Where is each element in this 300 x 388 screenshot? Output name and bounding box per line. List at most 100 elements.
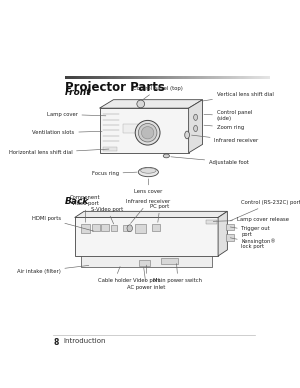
Bar <box>135 76 137 79</box>
Ellipse shape <box>127 225 132 232</box>
Bar <box>92 76 94 79</box>
Bar <box>232 76 234 79</box>
Bar <box>150 76 152 79</box>
Bar <box>189 76 190 79</box>
Bar <box>148 76 149 79</box>
Bar <box>246 76 247 79</box>
Polygon shape <box>189 100 202 153</box>
Text: Control panel (top): Control panel (top) <box>133 86 183 99</box>
Bar <box>239 76 241 79</box>
Text: Front: Front <box>64 88 91 97</box>
Bar <box>206 220 217 224</box>
Bar <box>205 76 206 79</box>
Bar <box>94 76 96 79</box>
Bar <box>262 76 263 79</box>
Bar <box>103 147 117 151</box>
Bar <box>188 76 189 79</box>
Bar <box>260 76 261 79</box>
Text: Lens cover: Lens cover <box>134 179 163 194</box>
Bar <box>242 76 243 79</box>
Bar <box>68 76 70 79</box>
Text: Control panel
(side): Control panel (side) <box>204 111 252 121</box>
Bar <box>81 256 212 267</box>
Bar <box>152 76 154 79</box>
Bar <box>254 76 256 79</box>
Text: Adjustable foot: Adjustable foot <box>171 157 249 165</box>
Text: AC power inlet: AC power inlet <box>127 267 166 290</box>
Bar <box>267 76 268 79</box>
Circle shape <box>137 100 145 108</box>
Text: Cable holder: Cable holder <box>98 267 132 282</box>
Circle shape <box>138 123 157 142</box>
Text: Zoom ring: Zoom ring <box>204 125 244 130</box>
Bar <box>82 76 83 79</box>
Bar <box>200 76 202 79</box>
Bar <box>156 76 158 79</box>
Text: Kensington®
lock port: Kensington® lock port <box>230 238 276 249</box>
Bar <box>118 76 120 79</box>
Bar <box>209 76 211 79</box>
Bar <box>182 76 184 79</box>
Bar <box>132 76 134 79</box>
Bar <box>171 76 172 79</box>
Ellipse shape <box>141 168 156 173</box>
Polygon shape <box>218 211 227 256</box>
Bar <box>97 76 98 79</box>
Bar <box>220 76 221 79</box>
Bar <box>208 76 210 79</box>
Bar <box>259 76 260 79</box>
Bar <box>149 76 151 79</box>
Bar <box>166 76 168 79</box>
Bar <box>179 76 180 79</box>
Ellipse shape <box>163 154 170 158</box>
Bar <box>250 76 252 79</box>
Bar <box>213 76 214 79</box>
Bar <box>105 76 106 79</box>
Bar <box>66 76 67 79</box>
Bar <box>136 76 138 79</box>
Bar <box>264 76 266 79</box>
Bar <box>196 76 197 79</box>
Text: Introduction: Introduction <box>63 338 106 344</box>
Bar <box>108 76 110 79</box>
Bar <box>111 76 113 79</box>
Bar <box>263 76 265 79</box>
Bar <box>180 76 182 79</box>
Bar <box>83 76 84 79</box>
Bar <box>184 76 186 79</box>
Bar <box>81 223 90 233</box>
Bar <box>252 76 253 79</box>
Bar <box>160 76 162 79</box>
Bar <box>73 76 74 79</box>
Bar <box>70 76 72 79</box>
Bar <box>203 76 204 79</box>
Bar <box>155 76 156 79</box>
Bar <box>92 223 100 231</box>
Text: Infrared receiver: Infrared receiver <box>192 135 259 143</box>
Bar <box>116 76 118 79</box>
Bar <box>158 76 160 79</box>
Circle shape <box>141 126 154 139</box>
Bar <box>128 76 129 79</box>
Bar <box>64 76 66 79</box>
Bar <box>88 76 90 79</box>
Ellipse shape <box>185 131 189 139</box>
Bar <box>152 223 160 231</box>
Bar <box>91 76 92 79</box>
Bar <box>162 76 163 79</box>
Bar <box>244 76 245 79</box>
Text: Vertical lens shift dial: Vertical lens shift dial <box>202 92 273 101</box>
Bar <box>109 76 111 79</box>
Bar <box>197 76 199 79</box>
Bar <box>198 76 200 79</box>
Bar <box>123 123 138 133</box>
Ellipse shape <box>194 114 197 120</box>
Bar <box>135 223 146 233</box>
Text: Lamp cover release: Lamp cover release <box>213 217 289 222</box>
Text: S-Video port: S-Video port <box>91 207 123 224</box>
Bar <box>176 76 178 79</box>
Bar <box>85 76 87 79</box>
Bar <box>74 76 75 79</box>
Bar <box>128 76 130 79</box>
Bar <box>199 76 201 79</box>
